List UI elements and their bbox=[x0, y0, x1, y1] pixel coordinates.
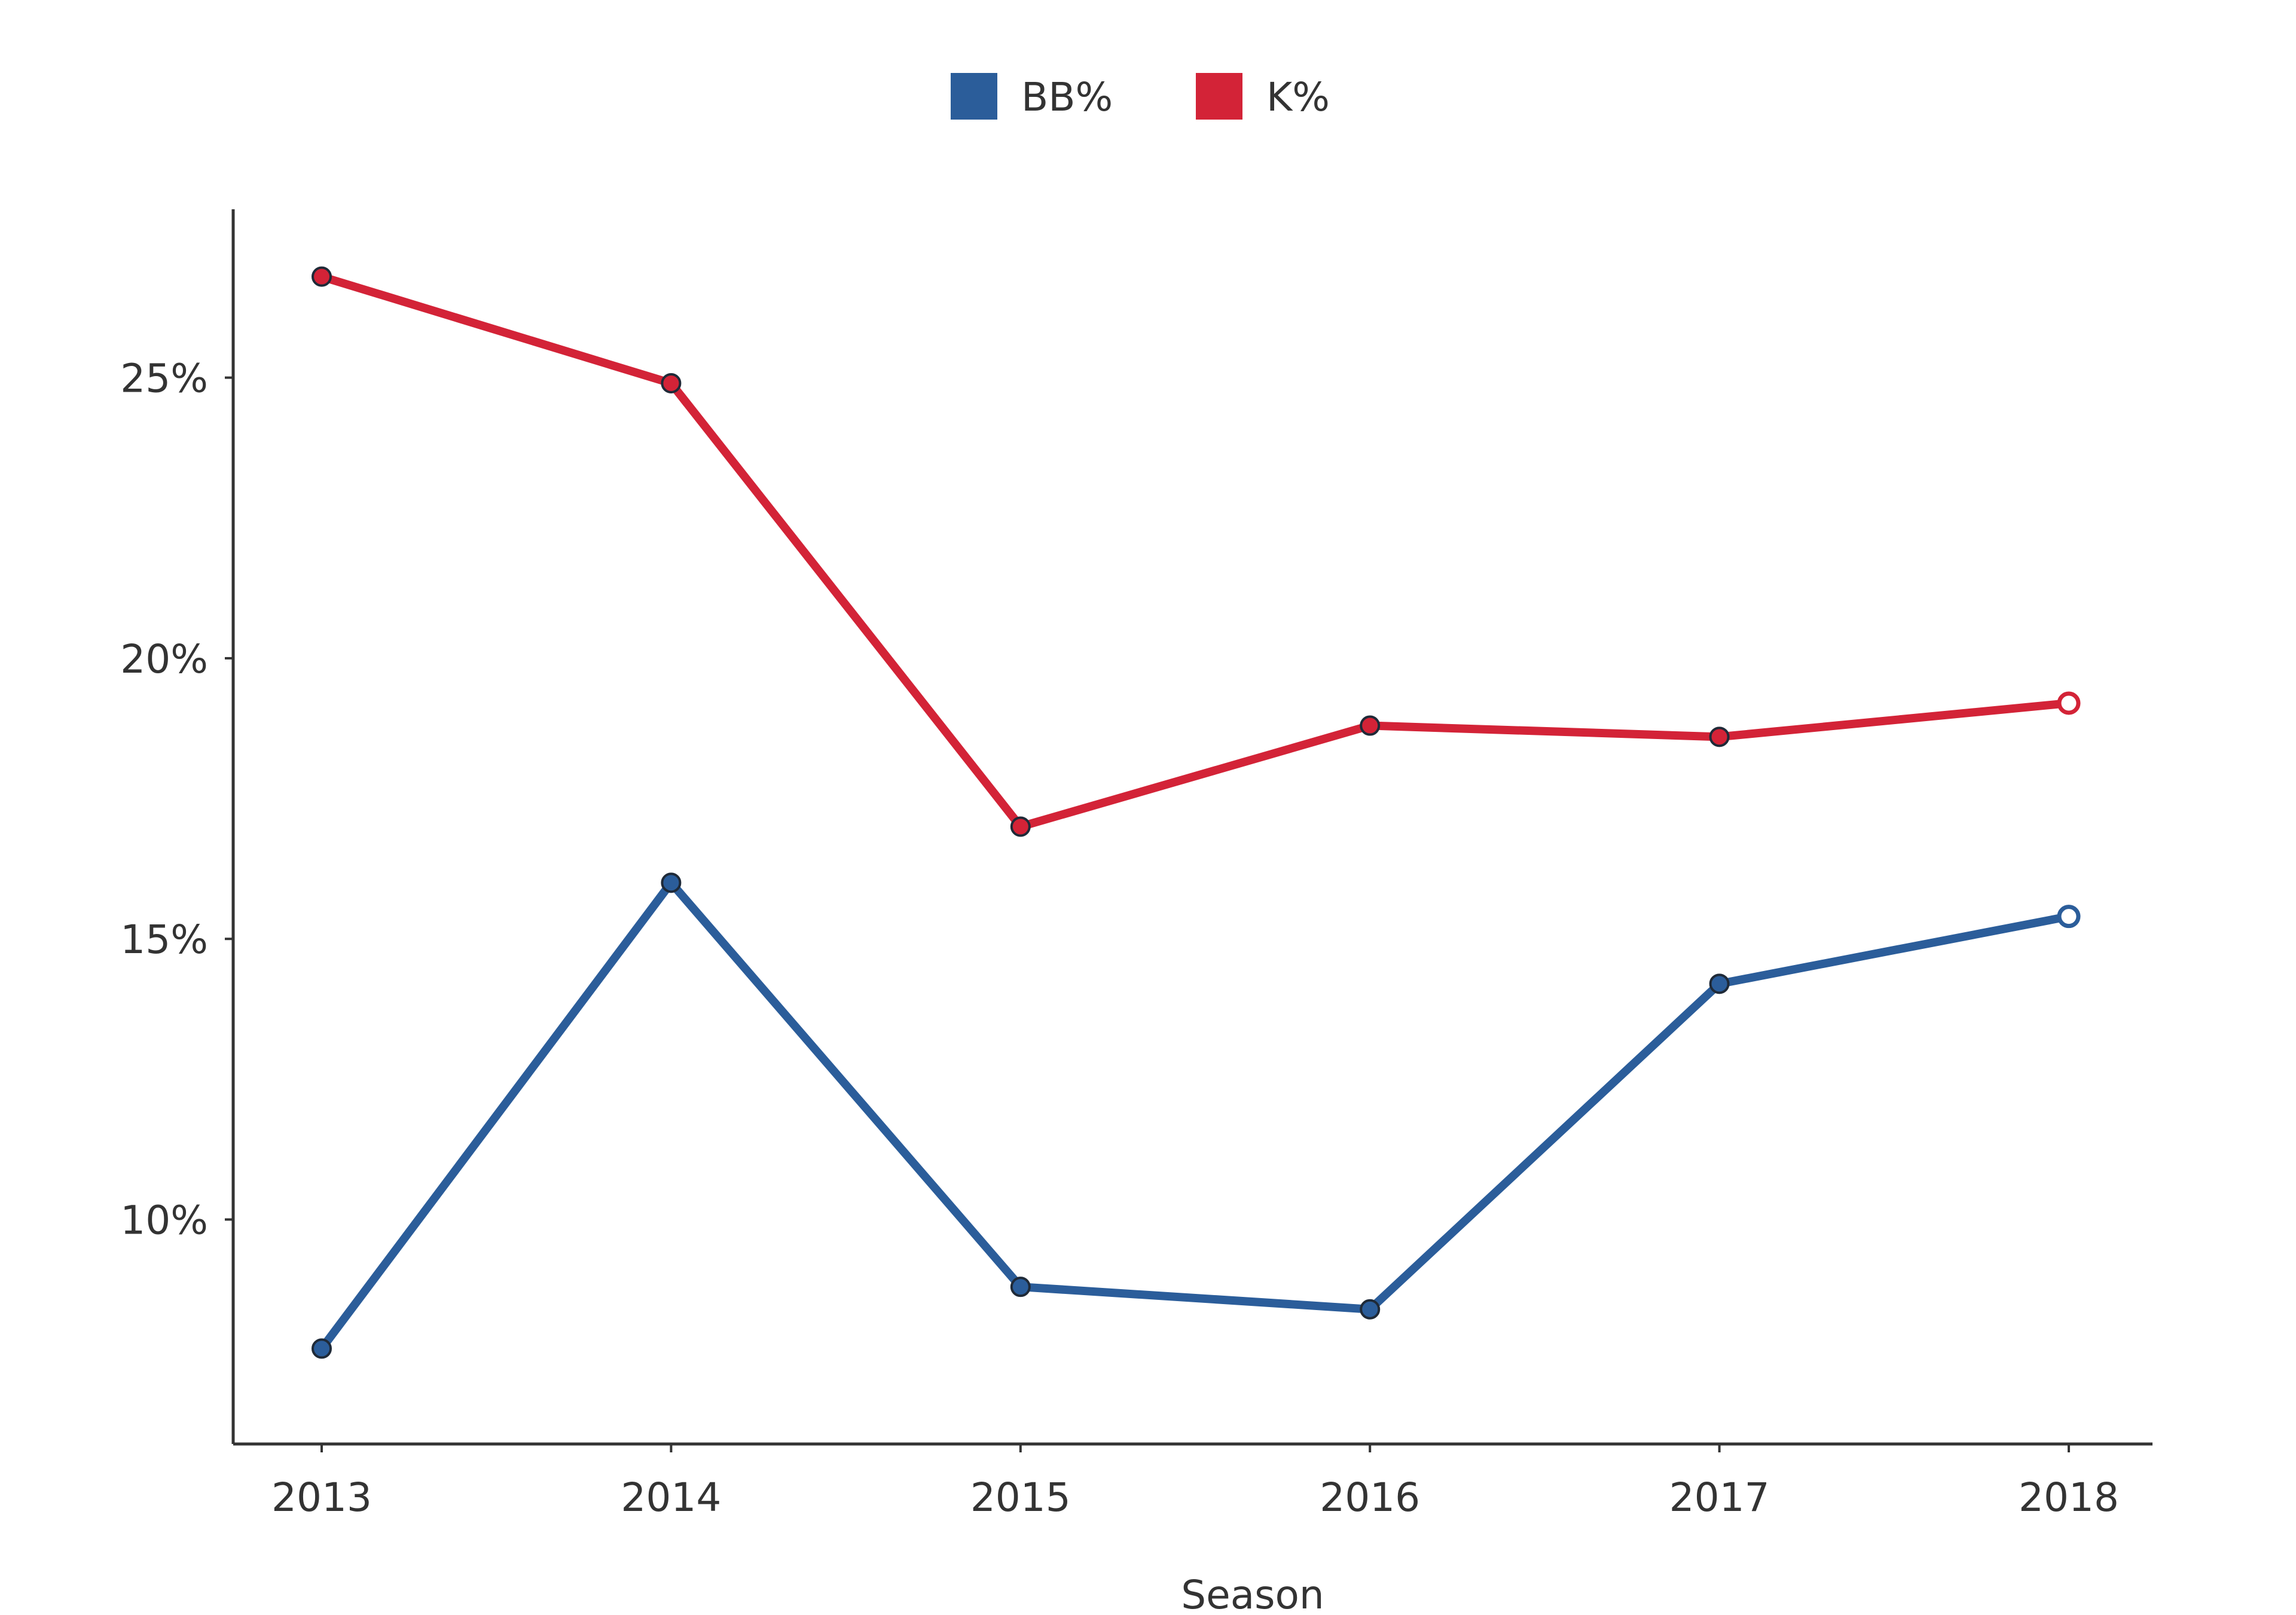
data-point bbox=[1709, 726, 1730, 747]
x-tick-label: 2016 bbox=[1320, 1474, 1420, 1521]
data-point bbox=[661, 373, 682, 393]
x-tick-label: 2018 bbox=[2019, 1474, 2119, 1521]
legend-label: BB% bbox=[1021, 74, 1113, 120]
series-K% bbox=[312, 266, 2081, 837]
data-point bbox=[661, 872, 682, 893]
y-tick-label: 10% bbox=[120, 1198, 208, 1244]
data-point bbox=[312, 1338, 332, 1359]
x-tick-label: 2014 bbox=[621, 1474, 721, 1521]
data-point bbox=[1360, 715, 1381, 736]
series-line bbox=[317, 878, 2073, 1353]
legend-swatch bbox=[951, 73, 997, 120]
data-point bbox=[2057, 691, 2081, 715]
legend-swatch bbox=[1196, 73, 1242, 120]
series-BB% bbox=[312, 872, 2081, 1359]
x-tick-label: 2017 bbox=[1669, 1474, 1770, 1521]
data-point bbox=[312, 266, 332, 287]
y-tick-label: 15% bbox=[120, 917, 208, 963]
y-tick-label: 25% bbox=[120, 356, 208, 402]
x-axis-title: Season bbox=[1181, 1572, 1324, 1615]
data-point bbox=[1709, 973, 1730, 994]
chart-series bbox=[312, 266, 2081, 1359]
x-tick-label: 2013 bbox=[271, 1474, 372, 1521]
legend-item: BB% bbox=[951, 73, 1113, 120]
x-tick-label: 2015 bbox=[970, 1474, 1071, 1521]
chart-legend: BB% K% bbox=[951, 73, 1330, 120]
series-line bbox=[317, 272, 2073, 831]
data-point bbox=[2057, 905, 2081, 929]
chart-axes: 10% 15% 20% 25% 2013 2014 2015 2016 2017 2018 bbox=[120, 209, 2152, 1521]
legend-label: K% bbox=[1266, 74, 1330, 120]
y-tick-label: 20% bbox=[120, 636, 208, 682]
legend-item: K% bbox=[1196, 73, 1330, 120]
data-point bbox=[1360, 1299, 1381, 1320]
data-point bbox=[1010, 1277, 1031, 1298]
data-point bbox=[1010, 816, 1031, 837]
